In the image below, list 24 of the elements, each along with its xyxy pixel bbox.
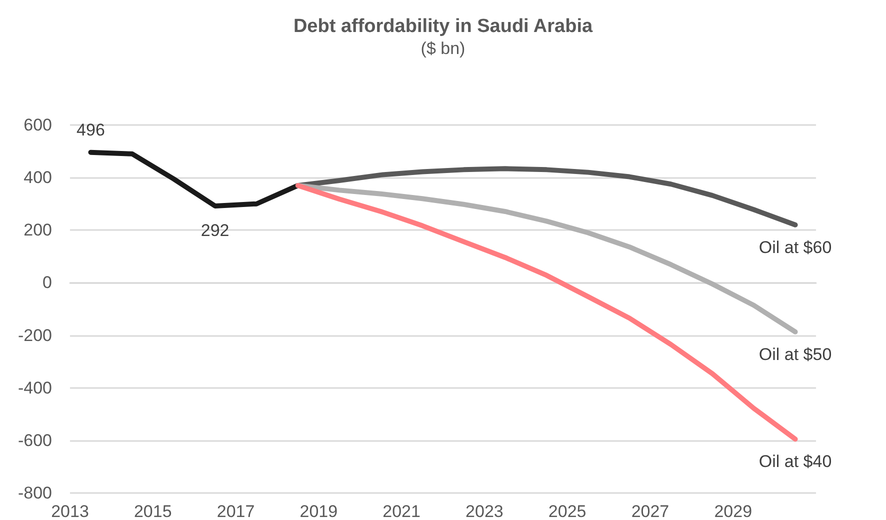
chart-title: Debt affordability in Saudi Arabia: [293, 16, 593, 37]
y-tick-label: -200: [18, 326, 52, 345]
x-tick-label: 2025: [548, 502, 586, 520]
x-tick-label: 2021: [382, 502, 420, 520]
x-tick-label: 2023: [466, 502, 504, 520]
x-tick-label: 2017: [216, 502, 255, 520]
chart-subtitle: ($ bn): [420, 39, 466, 58]
x-tick-label: 2019: [300, 502, 338, 520]
x-tick-label: 2027: [631, 502, 670, 520]
x-tick-label: 2013: [51, 502, 89, 520]
y-tick-label: 200: [24, 220, 52, 240]
data-label: 292: [200, 220, 230, 240]
y-tick-label: 400: [24, 168, 52, 188]
x-tick-label: 2015: [134, 502, 172, 520]
data-label: 496: [76, 120, 105, 140]
y-tick-label: 600: [24, 116, 52, 134]
y-tick-label: -800: [18, 484, 52, 502]
y-tick-label: -600: [18, 430, 52, 450]
y-tick-label: 0: [42, 273, 52, 292]
series-label: Oil at $60: [758, 238, 832, 257]
x-tick-label: 2029: [714, 502, 752, 520]
series-label: Oil at $40: [758, 452, 832, 472]
y-tick-label: -400: [18, 378, 52, 398]
series-label: Oil at $50: [758, 344, 832, 364]
